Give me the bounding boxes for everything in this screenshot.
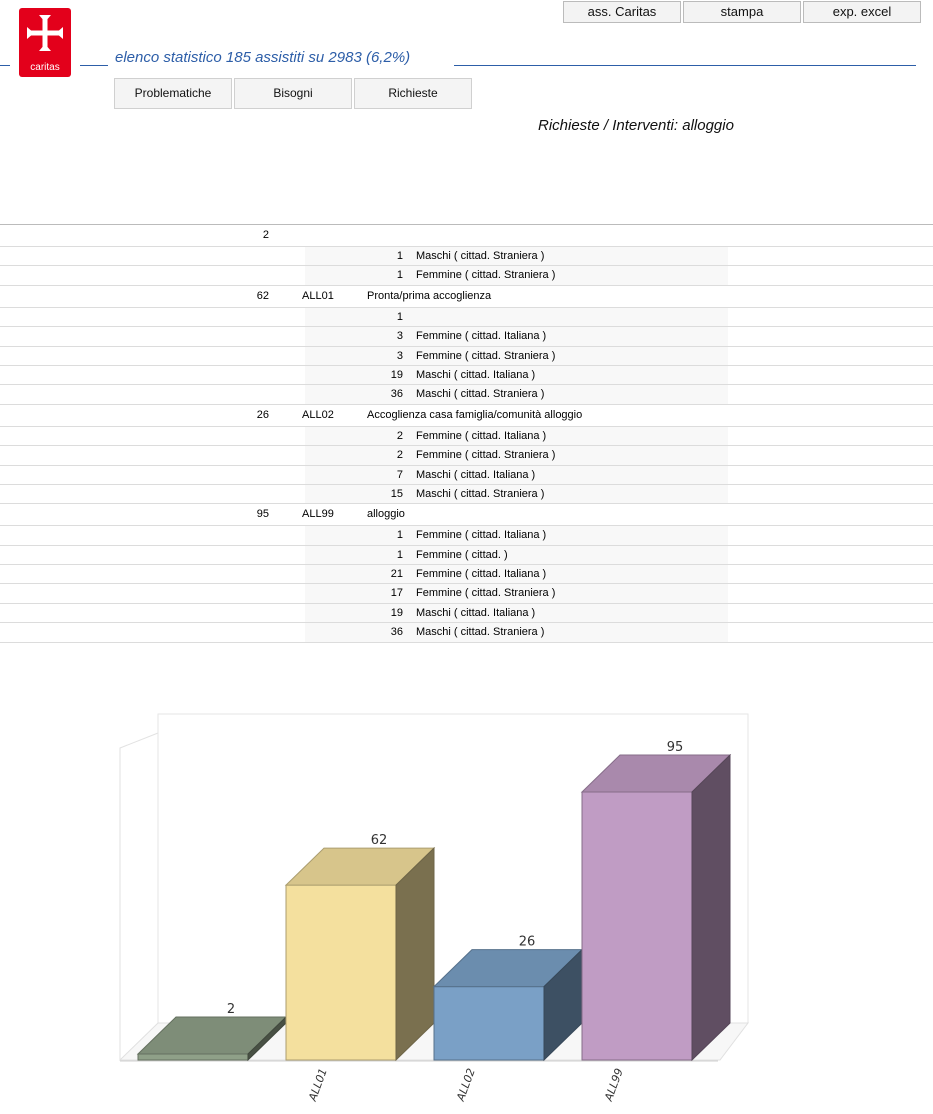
group-total: 26 [256,408,269,421]
tab-bar: Problematiche Bisogni Richieste [114,78,474,109]
row-count: 1 [396,269,403,282]
section-subtitle: Richieste / Interventi: alloggio [538,117,734,134]
bar-side [691,753,731,1062]
row-count: 1 [396,310,403,323]
group-description: Accoglienza casa famiglia/comunità allog… [367,408,583,421]
row-count: 3 [396,349,403,362]
chart-backwall [157,713,749,1023]
table-row: 15 Maschi ( cittad. Straniera ) [0,484,933,505]
top-toolbar: ass. Caritas stampa exp. excel [561,1,921,23]
group-total: 62 [256,289,269,302]
group-description: Pronta/prima accoglienza [367,289,492,302]
table-row: 1 [0,307,933,328]
x-tick-label: ALL02 [454,1067,478,1104]
group-description: alloggio [367,508,405,521]
row-count: 7 [396,468,403,481]
row-label: Femmine ( cittad. Straniera ) [416,587,556,600]
row-count: 36 [390,626,403,639]
chart-frame [119,732,159,1060]
row-count: 2 [396,449,403,462]
caritas-cross-icon [27,15,63,51]
table-row-group: 95 ALL99 alloggio [0,504,933,527]
bar-side [395,846,435,1062]
title-rule [80,65,108,66]
group-total: 95 [256,508,269,521]
print-button[interactable]: stampa [683,1,801,23]
table-row: 3 Femmine ( cittad. Straniera ) [0,346,933,366]
tab-bisogni[interactable]: Bisogni [234,78,352,109]
x-tick-label: ALL01 [306,1067,330,1104]
logo-text: caritas [30,62,60,73]
row-count: 3 [396,330,403,343]
row-count: 15 [390,487,403,500]
stats-table: 2 1 Maschi ( cittad. Straniera ) 1 Femmine (… [0,224,933,643]
data-label: 62 [371,833,388,848]
row-label: Maschi ( cittad. Straniera ) [416,250,545,262]
row-count: 19 [390,368,403,381]
row-label: Femmine ( cittad. Straniera ) [416,449,556,462]
row-label: Maschi ( cittad. Straniera ) [416,626,545,639]
row-label: Femmine ( cittad. Straniera ) [416,269,556,282]
row-label: Femmine ( cittad. Italiana ) [416,429,547,442]
row-count: 21 [390,568,403,581]
data-label: 95 [667,740,684,755]
bar-front [137,1053,249,1061]
row-count: 2 [396,429,403,442]
table-row: 36 Maschi ( cittad. Straniera ) [0,385,933,405]
row-label: Femmine ( cittad. ) [416,548,508,561]
table-row: 19 Maschi ( cittad. Italiana ) [0,603,933,624]
row-count: 1 [396,250,403,262]
group-code: ALL01 [302,289,334,302]
table-row: 3 Femmine ( cittad. Italiana ) [0,327,933,347]
group-code: ALL02 [302,408,334,421]
row-count: 1 [396,529,403,542]
row-label: Femmine ( cittad. Straniera ) [416,349,556,362]
title-rule [454,65,916,66]
export-excel-button[interactable]: exp. excel [803,1,921,23]
tab-problematiche[interactable]: Problematiche [114,78,232,109]
table-row: 1 Femmine ( cittad. Straniera ) [0,266,933,286]
row-count: 17 [390,587,403,600]
table-row-group: 26 ALL02 Accoglienza casa famiglia/comunit… [0,405,933,427]
row-label: Femmine ( cittad. Italiana ) [416,529,547,542]
bar-chart: 2 62 ALL01 26 ALL02 95 ALL99 [118,713,750,1104]
caritas-logo: caritas [19,8,71,77]
title-rule [0,65,10,66]
row-count: 19 [390,606,403,619]
table-row-group: 2 [0,225,933,247]
row-label: Maschi ( cittad. Italiana ) [416,606,536,619]
row-label: Maschi ( cittad. Straniera ) [416,388,545,401]
data-label: 26 [519,935,536,950]
table-row: 1 Maschi ( cittad. Straniera ) [0,247,933,267]
table-row: 1 Femmine ( cittad. Italiana ) [0,526,933,546]
table-row: 7 Maschi ( cittad. Italiana ) [0,465,933,485]
row-label: Femmine ( cittad. Italiana ) [416,330,547,343]
group-total: 2 [262,229,269,241]
row-count: 36 [390,388,403,401]
bar-front [433,986,545,1061]
table-row: 21 Femmine ( cittad. Italiana ) [0,565,933,585]
table-row: 19 Maschi ( cittad. Italiana ) [0,365,933,386]
bar-front [581,791,693,1061]
row-label: Femmine ( cittad. Italiana ) [416,568,547,581]
ass-caritas-button[interactable]: ass. Caritas [563,1,681,23]
row-label: Maschi ( cittad. Italiana ) [416,468,536,481]
table-row: 1 Femmine ( cittad. ) [0,545,933,566]
tab-richieste[interactable]: Richieste [354,78,472,109]
bar-front [285,884,397,1061]
table-row: 2 Femmine ( cittad. Italiana ) [0,426,933,447]
row-count: 1 [396,548,403,561]
row-label: Maschi ( cittad. Italiana ) [416,368,536,381]
data-label: 2 [227,1002,235,1017]
group-code: ALL99 [302,508,334,521]
table-row: 17 Femmine ( cittad. Straniera ) [0,584,933,604]
x-tick-label: ALL99 [602,1067,626,1104]
table-row: 36 Maschi ( cittad. Straniera ) [0,623,933,643]
table-row: 2 Femmine ( cittad. Straniera ) [0,446,933,466]
table-row-group: 62 ALL01 Pronta/prima accoglienza [0,286,933,308]
row-label: Maschi ( cittad. Straniera ) [416,487,545,500]
title-bar: elenco statistico 185 assistiti su 2983 … [0,48,920,68]
page-title: elenco statistico 185 assistiti su 2983 … [115,49,411,66]
